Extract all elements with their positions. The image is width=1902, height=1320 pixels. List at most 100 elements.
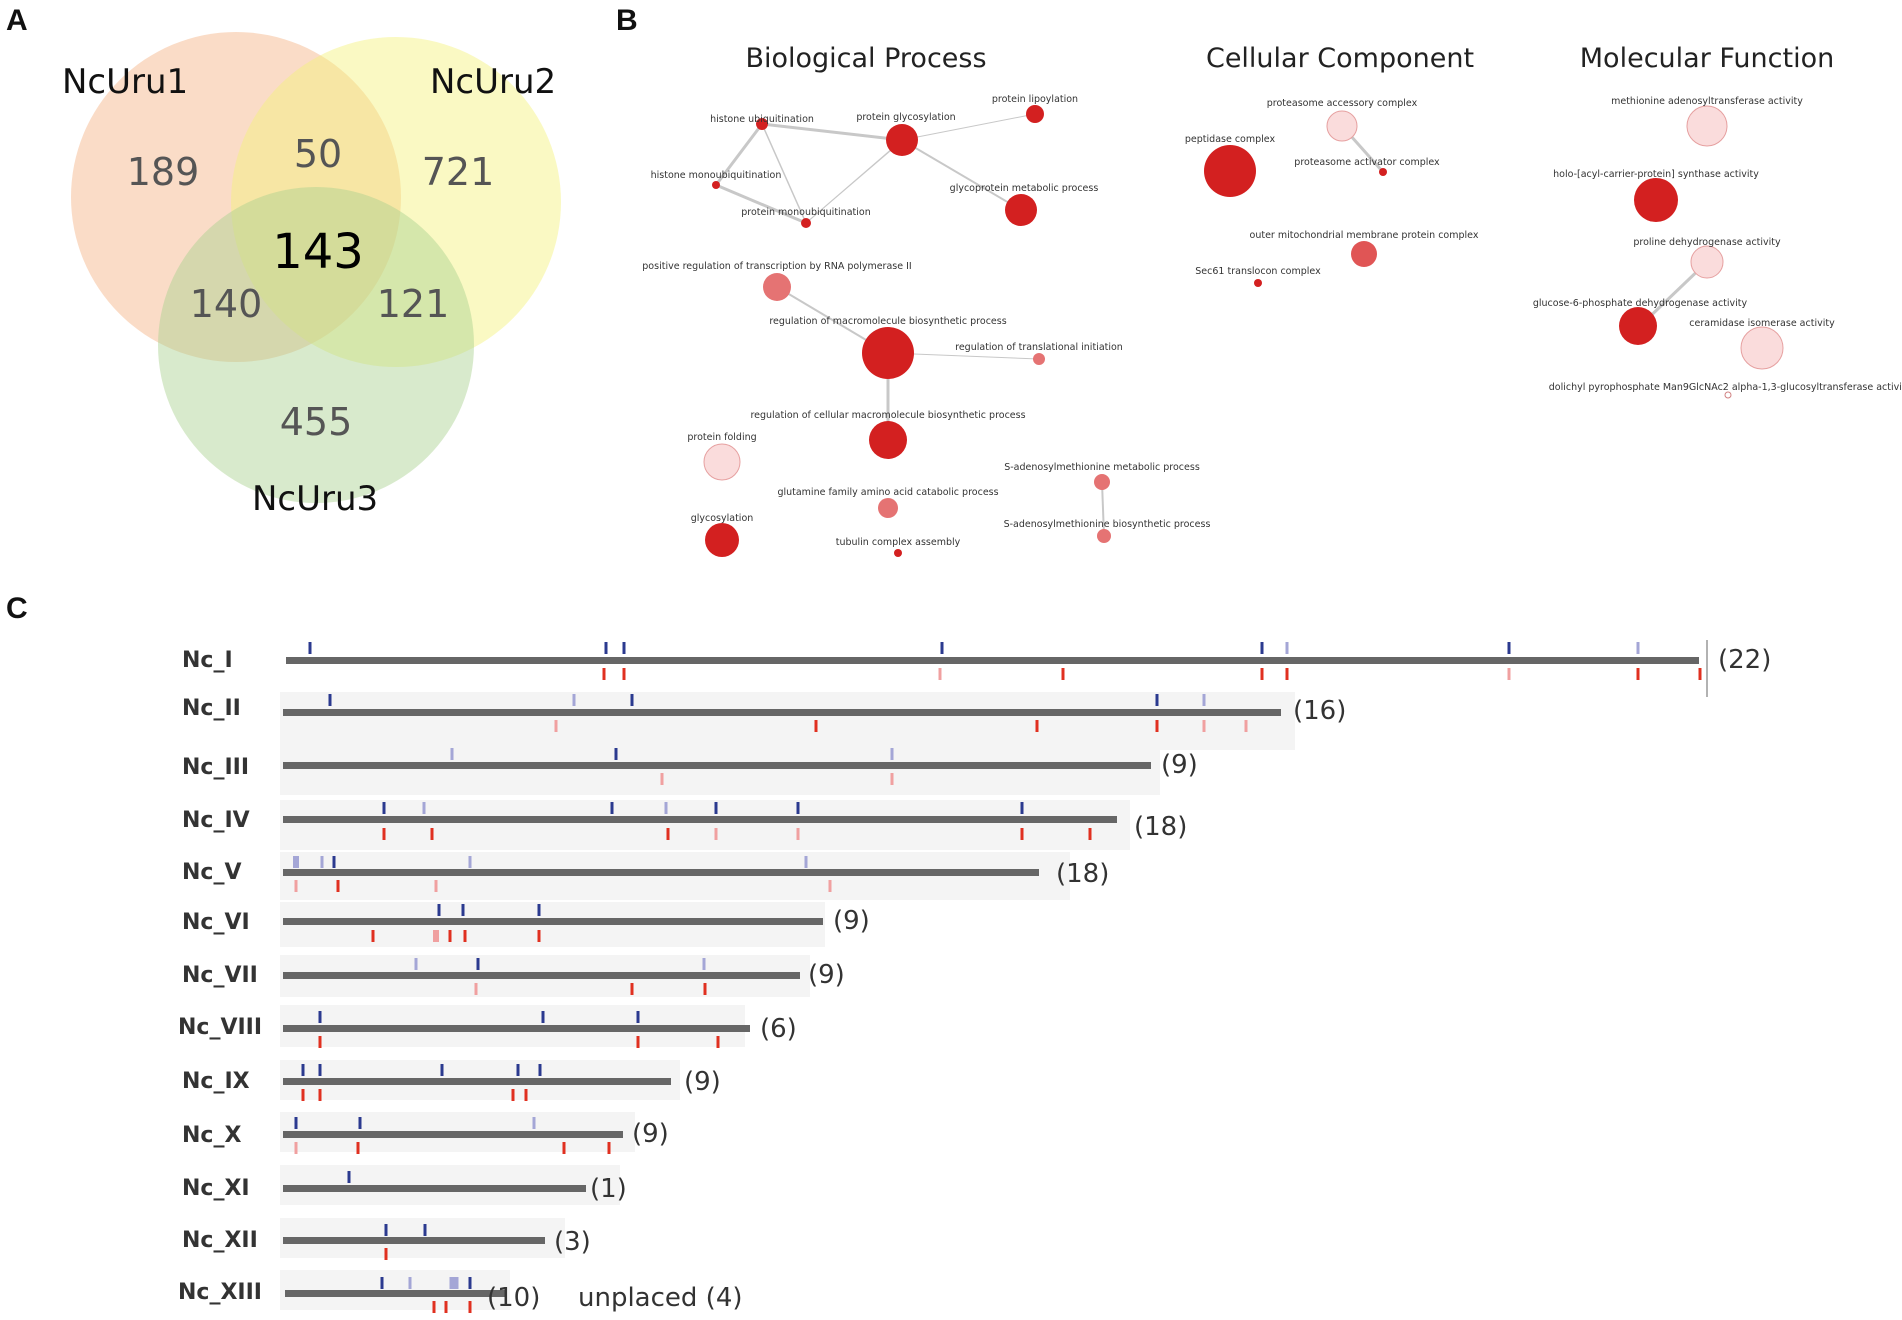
chromosome-count: (9) [632,1119,669,1149]
chromosome-bar [283,972,800,979]
go-node [1094,474,1110,490]
go-label: protein lipoylation [992,94,1078,105]
go-label: histone monoubiquitination [651,170,782,181]
cc-nodes [1204,110,1387,287]
chromosome-row-backgrounds [280,692,1295,1310]
panel-c-letter: C [6,592,28,625]
venn-count-13: 140 [190,282,263,326]
go-node [1204,145,1256,197]
go-node [1724,391,1732,399]
go-node [1619,307,1657,345]
go-label: holo-[acyl-carrier-protein] synthase act… [1553,169,1759,180]
panel-a-letter: A [6,4,28,37]
unplaced-count: unplaced (4) [578,1283,743,1313]
chromosome-count: (18) [1056,859,1109,889]
chromosome-count: (9) [808,960,845,990]
chromosome-count: (1) [590,1174,627,1204]
go-label: histone ubiquitination [710,114,814,125]
chromosome-count: (10) [487,1283,540,1313]
go-label: proteasome activator complex [1294,157,1440,168]
chromosome-map: Nc_I Nc_II Nc_III Nc_IV Nc_V Nc_VI Nc_VI… [178,640,1771,1313]
go-label: dolichyl pyrophosphate Man9GlcNAc2 alpha… [1549,382,1902,393]
ticks-nc-iii [450,748,894,785]
gene-ticks [293,642,1702,1313]
go-node [1351,241,1377,267]
go-label: glucose-6-phosphate dehydrogenase activi… [1533,298,1748,309]
go-node [1740,326,1784,370]
go-label: protein monoubiquitination [741,207,870,218]
go-label: regulation of macromolecule biosynthetic… [769,316,1006,327]
go-node [763,273,791,301]
go-label: ceramidase isomerase activity [1689,318,1835,329]
go-label: glutamine family amino acid catabolic pr… [777,487,998,498]
chromosome-count: (9) [833,906,870,936]
chromosome-label: Nc_IX [182,1069,250,1094]
chromosome-label: Nc_XI [182,1176,250,1201]
bp-nodes [703,105,1111,557]
chromosome-label: Nc_IV [182,808,250,833]
ticks-nc-iv [382,802,1092,840]
bp-labels: protein lipoylation histone ubiquitinati… [642,94,1210,548]
chromosome-bar [283,816,1117,823]
chromosome-bar [286,657,1699,664]
go-node [886,124,918,156]
chromosome-label: Nc_X [182,1123,241,1148]
venn-circle-ncuru3 [158,187,474,503]
ticks-nc-ix [301,1064,542,1101]
go-label: tubulin complex assembly [836,537,961,548]
venn-label-ncuru3: NcUru3 [252,479,378,519]
go-label: S-adenosylmethionine metabolic process [1004,462,1200,473]
venn-count-only2: 721 [422,150,495,194]
go-label: regulation of cellular macromolecule bio… [750,410,1025,421]
chromosome-bar [283,918,823,925]
chromosome-count: (9) [1161,750,1198,780]
chromosome-counts: (22) (16) (9) (18) (18) (9) (9) (6) (9) … [487,645,1771,1313]
chromosome-label: Nc_VII [182,963,258,988]
chromosome-count: (3) [554,1227,591,1257]
chromosome-bars [283,657,1699,1297]
chromosome-label: Nc_XIII [178,1280,262,1305]
chromosome-bar [283,709,1281,716]
chromosome-bar [283,1185,586,1192]
chromosome-count: (6) [760,1014,797,1044]
venn-count-12: 50 [294,132,342,176]
ticks-nc-ii [328,694,1248,732]
go-node [1254,279,1262,287]
ticks-nc-vii [414,958,707,995]
go-label: Sec61 translocon complex [1195,266,1321,277]
chromosome-label: Nc_V [182,860,241,885]
chromosome-bar [283,1078,671,1085]
ticks-nc-vi [371,904,541,942]
go-node [756,118,768,130]
go-title-bp: Biological Process [745,43,986,74]
chromosome-bar [283,1237,545,1244]
go-node [1326,110,1358,142]
go-node [878,498,898,518]
go-label: protein glycosylation [856,112,955,123]
go-node [712,181,720,189]
mf-labels: methionine adenosyltransferase activity … [1533,96,1902,393]
go-node [1686,105,1728,147]
go-label: S-adenosylmethionine biosynthetic proces… [1004,519,1211,530]
ticks-nc-xiii [380,1277,472,1313]
chromosome-label: Nc_XII [182,1228,258,1253]
chromosome-bar [285,1290,505,1297]
venn-label-ncuru1: NcUru1 [62,62,188,102]
venn-count-only3: 455 [280,400,353,444]
venn-label-ncuru2: NcUru2 [430,62,556,102]
venn-circle-ncuru1 [71,32,401,362]
go-title-mf: Molecular Function [1580,43,1834,74]
go-label: proteasome accessory complex [1267,98,1418,109]
venn-diagram: NcUru1 NcUru2 NcUru3 189 721 455 50 140 … [62,32,561,519]
go-label: proline dehydrogenase activity [1633,237,1781,248]
go-label: outer mitochondrial membrane protein com… [1250,230,1479,241]
ticks-nc-x [294,1117,611,1154]
go-title-cc: Cellular Component [1206,43,1474,74]
go-label: glycoprotein metabolic process [950,183,1099,194]
go-label: positive regulation of transcription by … [642,261,911,272]
ticks-nc-viii [318,1011,720,1048]
venn-count-only1: 189 [127,150,200,194]
chromosome-bar [283,869,1039,876]
chromosome-count: (22) [1718,645,1771,675]
